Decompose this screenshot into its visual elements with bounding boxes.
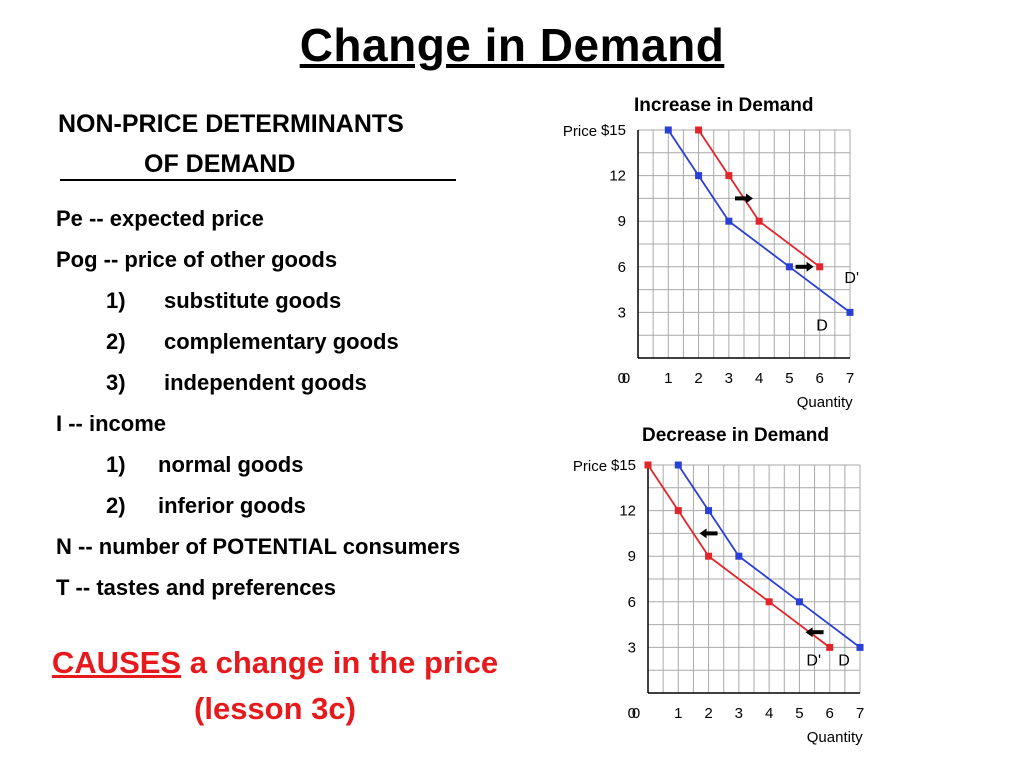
data-point	[644, 461, 652, 469]
data-point	[846, 308, 854, 316]
heading-underline	[60, 179, 456, 181]
chart-title-decrease: Decrease in Demand	[642, 425, 829, 446]
x-tick-label: 4	[755, 370, 763, 387]
x-tick-label: 6	[816, 370, 824, 387]
curve-label-d-prime: D'	[806, 652, 821, 669]
x-tick-label: 5	[795, 705, 803, 722]
x-tick-label: 4	[765, 705, 773, 722]
y-tick-label: 6	[618, 259, 626, 276]
data-point	[725, 172, 733, 180]
data-point	[856, 643, 864, 651]
determinants-heading: NON-PRICE DETERMINANTS OF DEMAND	[58, 104, 458, 184]
y-tick-label: 6	[628, 594, 636, 611]
determinants-list: Pe -- expected price Pog -- price of oth…	[56, 198, 526, 608]
y-tick-label: 9	[618, 213, 626, 230]
list-subitem-independent: 3) independent goods	[106, 370, 367, 395]
list-subitem-normal: 1) normal goods	[106, 452, 304, 477]
list-subitem-substitute: 1) substitute goods	[106, 288, 342, 313]
shift-arrow-head	[805, 627, 813, 638]
data-point	[795, 598, 803, 606]
data-point	[674, 461, 682, 469]
data-point	[826, 643, 834, 651]
x-tick-label: 1	[664, 370, 672, 387]
x-axis-label: Quantity	[797, 394, 853, 411]
y-tick-label: 0	[618, 370, 626, 387]
shift-arrow-head	[699, 528, 707, 539]
data-point	[695, 172, 703, 180]
y-axis-label: Price	[573, 458, 607, 475]
data-point	[816, 263, 824, 271]
y-tick-label: 12	[609, 168, 626, 185]
x-tick-label: 2	[694, 370, 702, 387]
causes-rest: a change in the price	[181, 645, 499, 680]
list-item-tastes: T -- tastes and preferences	[56, 575, 336, 600]
x-tick-label: 3	[735, 705, 743, 722]
chart-title-increase: Increase in Demand	[634, 95, 814, 116]
y-tick-label: $15	[601, 122, 626, 139]
list-item-consumers: N -- number of POTENTIAL consumers	[56, 534, 461, 559]
data-point	[785, 263, 793, 271]
data-point	[725, 217, 733, 225]
data-point	[755, 217, 763, 225]
y-tick-label: 0	[628, 705, 636, 722]
causes-keyword: CAUSES	[51, 645, 182, 680]
data-point	[664, 126, 672, 134]
y-tick-label: 9	[628, 548, 636, 565]
y-tick-label: 3	[618, 304, 626, 321]
data-point	[765, 598, 773, 606]
causes-note: CAUSES a change in the price (lesson 3c)	[0, 640, 550, 732]
list-item-expected-price: Pe -- expected price	[56, 206, 264, 231]
curve-label-d: D	[816, 317, 828, 334]
data-point	[705, 507, 713, 515]
x-tick-label: 2	[704, 705, 712, 722]
shift-arrow-head	[746, 193, 753, 204]
data-point	[695, 126, 703, 134]
list-subitem-complementary: 2) complementary goods	[106, 329, 399, 354]
causes-lesson: (lesson 3c)	[194, 691, 356, 726]
page-title: Change in Demand	[299, 19, 725, 71]
shift-arrow-head	[806, 261, 814, 272]
list-item-income: I -- income	[56, 411, 167, 436]
x-tick-label: 7	[856, 705, 864, 722]
determinants-heading-line2: OF DEMAND	[144, 150, 296, 178]
curve-label-d-prime: D'	[844, 270, 859, 287]
data-point	[674, 507, 682, 515]
data-point	[705, 552, 713, 560]
y-tick-label: $15	[611, 457, 636, 474]
list-item-price-other-goods: Pog -- price of other goods	[56, 247, 338, 272]
x-tick-label: 3	[725, 370, 733, 387]
x-tick-label: 5	[785, 370, 793, 387]
x-tick-label: 0	[632, 705, 640, 722]
y-tick-label: 12	[619, 503, 636, 520]
x-axis-label: Quantity	[807, 729, 863, 746]
x-tick-label: 1	[674, 705, 682, 722]
data-point	[735, 552, 743, 560]
x-tick-label: 7	[846, 370, 854, 387]
y-axis-label: Price	[563, 123, 597, 140]
curve-label-d: D	[838, 652, 850, 669]
list-subitem-inferior: 2) inferior goods	[106, 493, 306, 518]
x-tick-label: 6	[826, 705, 834, 722]
determinants-heading-line1: NON-PRICE DETERMINANTS	[58, 110, 404, 138]
x-tick-label: 0	[622, 370, 630, 387]
y-tick-label: 3	[628, 639, 636, 656]
